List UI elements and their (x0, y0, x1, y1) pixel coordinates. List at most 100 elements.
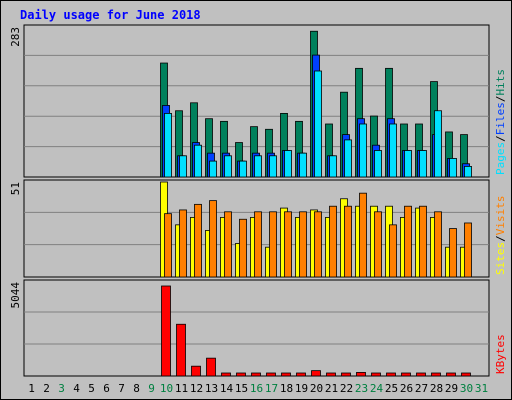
x-tick-label: 31 (475, 382, 488, 395)
bar-kbytes (206, 357, 216, 377)
x-tick-label: 7 (118, 382, 125, 395)
legend-hits-files-pages: Pages/Files/Hits (494, 69, 507, 175)
x-tick-label: 5 (88, 382, 95, 395)
bar-visits (269, 211, 277, 278)
x-tick-label: 30 (460, 382, 473, 395)
legend-visits-sites: Sites/Visits (494, 196, 507, 276)
legend-entry-kbytes: KBytes (494, 334, 507, 374)
bar-kbytes (176, 323, 186, 377)
bar-pages (464, 165, 472, 178)
x-tick-label: 9 (148, 382, 155, 395)
bar-pages (254, 155, 262, 178)
x-tick-label: 8 (133, 382, 140, 395)
bar-pages (389, 123, 397, 178)
x-tick-label: 23 (355, 382, 368, 395)
x-tick-label: 26 (400, 382, 413, 395)
x-tick-label: 4 (73, 382, 80, 395)
x-tick-label: 29 (445, 382, 458, 395)
bar-visits (374, 211, 382, 278)
bar-visits (329, 205, 337, 278)
bar-pages (434, 110, 442, 178)
bar-kbytes (236, 372, 246, 377)
bar-pages (419, 150, 427, 178)
bar-kbytes (461, 372, 471, 377)
bar-kbytes (191, 365, 201, 377)
bar-visits (284, 211, 292, 278)
x-tick-label: 10 (160, 382, 173, 395)
bar-visits (299, 211, 307, 278)
x-tick-label: 11 (175, 382, 188, 395)
bar-visits (179, 209, 187, 278)
legend-separator: / (494, 135, 507, 142)
bar-kbytes (311, 370, 321, 377)
bar-visits (194, 203, 202, 278)
bar-visits (314, 211, 322, 278)
bar-kbytes (221, 372, 231, 377)
x-tick-label: 13 (205, 382, 218, 395)
x-tick-label: 25 (385, 382, 398, 395)
bar-pages (164, 112, 172, 178)
x-tick-label: 15 (235, 382, 248, 395)
x-tick-label: 28 (430, 382, 443, 395)
x-tick-label: 2 (43, 382, 50, 395)
x-tick-label: 17 (265, 382, 278, 395)
legend-separator: / (494, 235, 507, 242)
bar-pages (299, 152, 307, 178)
bar-kbytes (281, 372, 291, 377)
bar-kbytes (326, 372, 336, 377)
bar-kbytes (341, 372, 351, 377)
bar-visits (464, 222, 472, 278)
legend-entry-visits: Visits (494, 196, 507, 236)
x-tick-label: 20 (310, 382, 323, 395)
bar-pages (284, 150, 292, 178)
x-tick-label: 18 (280, 382, 293, 395)
bar-kbytes (266, 372, 276, 377)
bar-visits (224, 211, 232, 278)
bar-kbytes (356, 372, 366, 377)
y-max-label: 283 (9, 27, 22, 47)
panel-kbytes (23, 279, 490, 377)
bar-visits (239, 218, 247, 278)
x-tick-label: 14 (220, 382, 234, 395)
bar-pages (329, 155, 337, 178)
legend-entry-files: Files (494, 102, 507, 135)
bar-kbytes (251, 372, 261, 377)
bar-kbytes (431, 372, 441, 377)
bar-visits (344, 205, 352, 278)
x-tick-label: 1 (28, 382, 35, 395)
legend-kbytes: KBytes (494, 334, 507, 374)
legend-entry-hits: Hits (494, 69, 507, 96)
bar-kbytes (416, 372, 426, 377)
y-max-label: 51 (9, 182, 22, 195)
bar-kbytes (386, 372, 396, 377)
bar-pages (194, 144, 202, 178)
x-tick-label: 27 (415, 382, 428, 395)
bar-pages (404, 150, 412, 178)
bar-visits (434, 211, 442, 278)
bar-pages (344, 139, 352, 178)
bar-pages (239, 160, 247, 178)
bar-visits (254, 211, 262, 278)
x-tick-label: 16 (250, 382, 263, 395)
bar-visits (449, 228, 457, 278)
legend-separator: / (494, 96, 507, 103)
bar-pages (224, 155, 232, 178)
bar-pages (449, 158, 457, 178)
bar-visits (209, 200, 217, 278)
bar-kbytes (401, 372, 411, 377)
bar-kbytes (161, 285, 171, 377)
bar-visits (389, 224, 397, 278)
x-tick-label: 3 (58, 382, 65, 395)
bar-visits (419, 205, 427, 278)
legend-entry-pages: Pages (494, 142, 507, 175)
legend-entry-sites: Sites (494, 242, 507, 275)
bar-pages (359, 123, 367, 178)
bar-kbytes (371, 372, 381, 377)
y-max-label: 5044 (9, 282, 22, 309)
bar-kbytes (446, 372, 456, 377)
bar-pages (209, 160, 217, 178)
bar-visits (359, 192, 367, 278)
x-tick-label: 22 (340, 382, 353, 395)
bar-kbytes (296, 372, 306, 377)
bar-pages (179, 155, 187, 178)
